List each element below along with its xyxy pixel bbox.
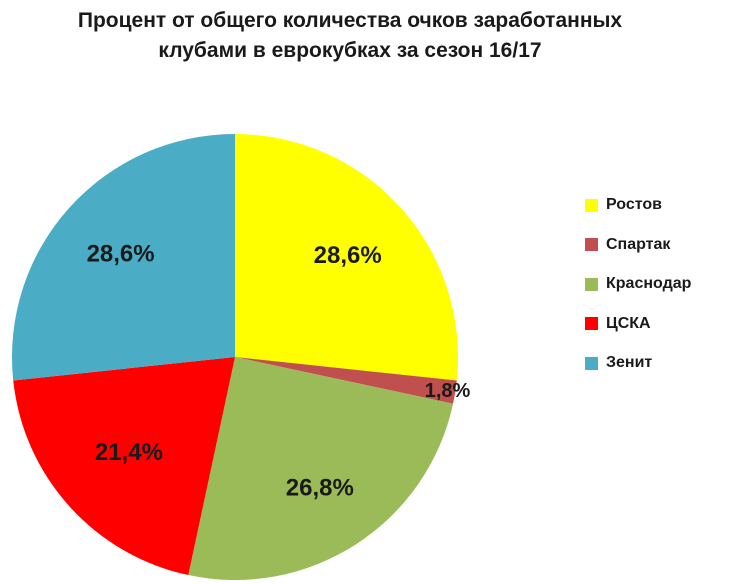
legend-label: Ростов: [606, 196, 662, 213]
legend-swatch: [585, 317, 598, 330]
legend-item-rostov: Ростов: [585, 195, 691, 215]
chart-title-line-1: Процент от общего количества очков зараб…: [77, 9, 623, 32]
legend-label: ЦСКА: [606, 314, 651, 332]
pie-slice-3: [13, 357, 235, 576]
pie-data-label-0: 28,6%: [314, 242, 382, 269]
legend-item-cska: ЦСКА: [585, 314, 691, 334]
legend-swatch: [585, 277, 598, 291]
legend-item-krasnodar: Краснодар: [585, 274, 691, 294]
pie-slice-1: [235, 357, 457, 404]
pie-data-label-4: 28,6%: [87, 241, 155, 268]
legend-swatch: [585, 198, 598, 212]
pie-slice-4: [12, 134, 235, 381]
chart-title-line-2: клубами в еврокубках за сезон 16/17: [158, 39, 542, 62]
pie-data-label-3: 21,4%: [95, 439, 163, 466]
legend-label: Зенит: [606, 354, 653, 371]
pie-slice-2: [188, 357, 454, 580]
legend-item-spartak: Спартак: [585, 235, 691, 255]
legend: Ростов Спартак Краснодар ЦСКА Зенит: [585, 195, 691, 393]
legend-label: Спартак: [606, 235, 671, 253]
pie-data-label-2: 26,8%: [286, 475, 354, 502]
legend-swatch: [585, 356, 598, 370]
pie-slice-0: [235, 134, 458, 381]
chart-title: Процент от общего количества очков зараб…: [0, 6, 700, 66]
legend-label: Краснодар: [606, 275, 692, 292]
pie-data-label-1: 1,8%: [425, 380, 471, 402]
legend-swatch: [585, 238, 598, 251]
legend-item-zenit: Зенит: [585, 353, 691, 373]
